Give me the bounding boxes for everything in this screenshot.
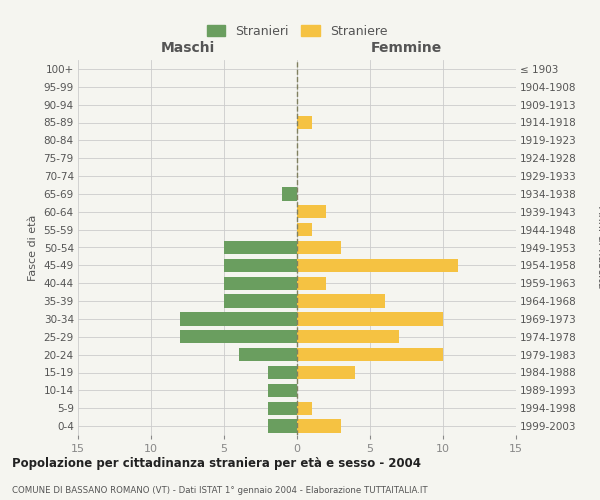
Bar — [268, 420, 297, 433]
Bar — [297, 402, 311, 415]
Bar — [224, 258, 297, 272]
Bar — [297, 348, 443, 362]
Bar — [297, 366, 355, 379]
Bar — [297, 205, 326, 218]
Bar — [224, 276, 297, 290]
Text: COMUNE DI BASSANO ROMANO (VT) - Dati ISTAT 1° gennaio 2004 - Elaborazione TUTTAI: COMUNE DI BASSANO ROMANO (VT) - Dati IST… — [12, 486, 428, 495]
Text: Femmine: Femmine — [371, 40, 442, 54]
Bar — [297, 420, 341, 433]
Bar — [297, 330, 399, 344]
Bar — [297, 312, 443, 326]
Text: Popolazione per cittadinanza straniera per età e sesso - 2004: Popolazione per cittadinanza straniera p… — [12, 458, 421, 470]
Bar — [268, 384, 297, 397]
Bar — [224, 241, 297, 254]
Bar — [297, 241, 341, 254]
Bar — [297, 294, 385, 308]
Bar — [180, 330, 297, 344]
Bar — [297, 116, 311, 129]
Bar — [283, 187, 297, 200]
Bar — [297, 223, 311, 236]
Bar — [297, 276, 326, 290]
Bar — [268, 366, 297, 379]
Bar — [180, 312, 297, 326]
Bar — [297, 258, 458, 272]
Y-axis label: Anni di nascita: Anni di nascita — [596, 206, 600, 289]
Text: Maschi: Maschi — [160, 40, 215, 54]
Legend: Stranieri, Straniere: Stranieri, Straniere — [203, 21, 391, 42]
Bar — [239, 348, 297, 362]
Bar — [268, 402, 297, 415]
Bar — [224, 294, 297, 308]
Y-axis label: Fasce di età: Fasce di età — [28, 214, 38, 280]
